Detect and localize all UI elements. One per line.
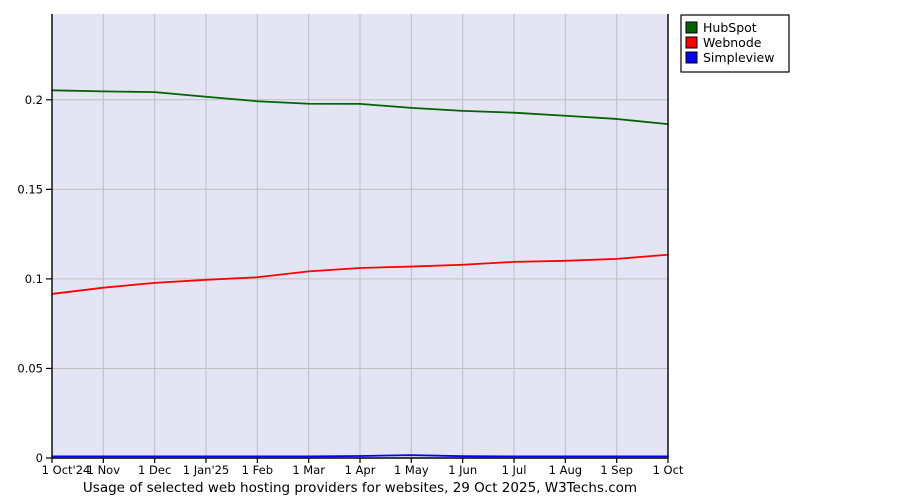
x-tick-label: 1 Feb xyxy=(242,463,273,477)
y-axis-tick-labels: 0 0.05 0.1 0.15 0.2 xyxy=(17,93,52,465)
series-lines xyxy=(51,89,669,458)
legend-swatch-hubspot xyxy=(685,21,698,34)
x-tick-label: 1 Jul xyxy=(502,463,527,477)
legend-label-simpleview: Simpleview xyxy=(703,50,774,65)
y-tick-label: 0.05 xyxy=(17,361,43,375)
x-tick-label: 1 Oct xyxy=(653,463,684,477)
x-tick-label: 1 Mar xyxy=(292,463,325,477)
legend-swatch-simpleview xyxy=(685,51,698,64)
legend-box xyxy=(680,14,790,73)
y-tick-label: 0 xyxy=(36,451,43,465)
series-line-webnode xyxy=(51,253,669,295)
x-tick-label: 1 Dec xyxy=(138,463,171,477)
x-tick-label: 1 Jun xyxy=(448,463,477,477)
x-tick-label: 1 Sep xyxy=(600,463,633,477)
x-tick-label: 1 May xyxy=(394,463,429,477)
x-axis-tick-labels: 1 Oct'241 Nov 1 Dec 1 Jan'25 1 Feb 1 Mar 1 Ap… xyxy=(42,458,684,477)
legend-label-webnode: Webnode xyxy=(703,35,762,50)
y-tick-label: 0.15 xyxy=(17,182,43,196)
x-tick-label: 1 Oct'24 xyxy=(42,463,91,477)
x-tick-label: 1 Jan'25 xyxy=(183,463,230,477)
x-tick-label: 1 Apr xyxy=(345,463,376,477)
series-line-hubspot xyxy=(51,89,669,126)
y-tick-label: 0.2 xyxy=(25,93,43,107)
y-tick-label: 0.1 xyxy=(25,272,43,286)
x-tick-label: 1 Nov xyxy=(87,463,121,477)
legend-label-hubspot: HubSpot xyxy=(703,20,757,35)
legend-swatch-webnode xyxy=(685,36,698,49)
series-line-simpleview xyxy=(51,454,669,458)
chart-caption: Usage of selected web hosting providers … xyxy=(83,480,637,496)
x-tick-label: 1 Aug xyxy=(549,463,582,477)
